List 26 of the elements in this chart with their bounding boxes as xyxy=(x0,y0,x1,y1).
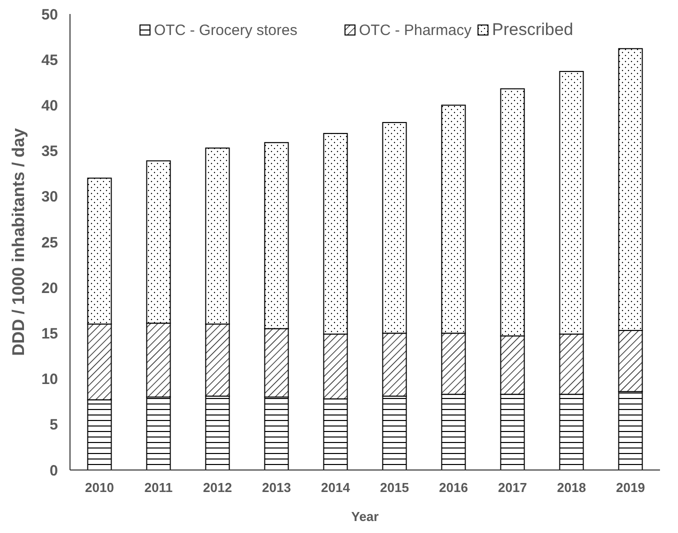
x-tick-label: 2011 xyxy=(144,480,173,495)
x-tick-label: 2013 xyxy=(262,480,291,495)
y-tick-label: 45 xyxy=(41,52,58,69)
y-tick-label: 5 xyxy=(50,416,58,434)
y-tick-label: 50 xyxy=(41,6,58,24)
y-tick-label: 10 xyxy=(41,371,58,388)
y-tick-label: 20 xyxy=(41,280,58,297)
x-tick-label: 2014 xyxy=(321,480,351,495)
legend-label: Prescribed xyxy=(492,20,574,39)
y-tick-label: 15 xyxy=(41,325,58,342)
y-tick-label: 25 xyxy=(41,234,58,252)
legend-label: OTC - Pharmacy xyxy=(359,22,472,39)
x-tick-label: 2012 xyxy=(203,480,232,495)
y-tick-label: 0 xyxy=(50,462,58,480)
x-tick-label: 2019 xyxy=(616,480,645,495)
legend-label: OTC - Grocery stores xyxy=(154,22,298,39)
x-tick-label: 2017 xyxy=(498,480,527,495)
y-tick-label: 40 xyxy=(41,97,58,114)
x-tick-label: 2016 xyxy=(439,480,468,495)
y-tick-label: 35 xyxy=(41,143,58,160)
y-axis-title: DDD / 1000 inhabitants / day xyxy=(9,128,28,356)
y-tick-label: 30 xyxy=(41,188,58,206)
x-axis-title: Year xyxy=(351,509,379,524)
x-tick-label: 2015 xyxy=(380,480,409,495)
x-tick-label: 2010 xyxy=(85,480,114,495)
x-tick-label: 2018 xyxy=(557,480,586,495)
